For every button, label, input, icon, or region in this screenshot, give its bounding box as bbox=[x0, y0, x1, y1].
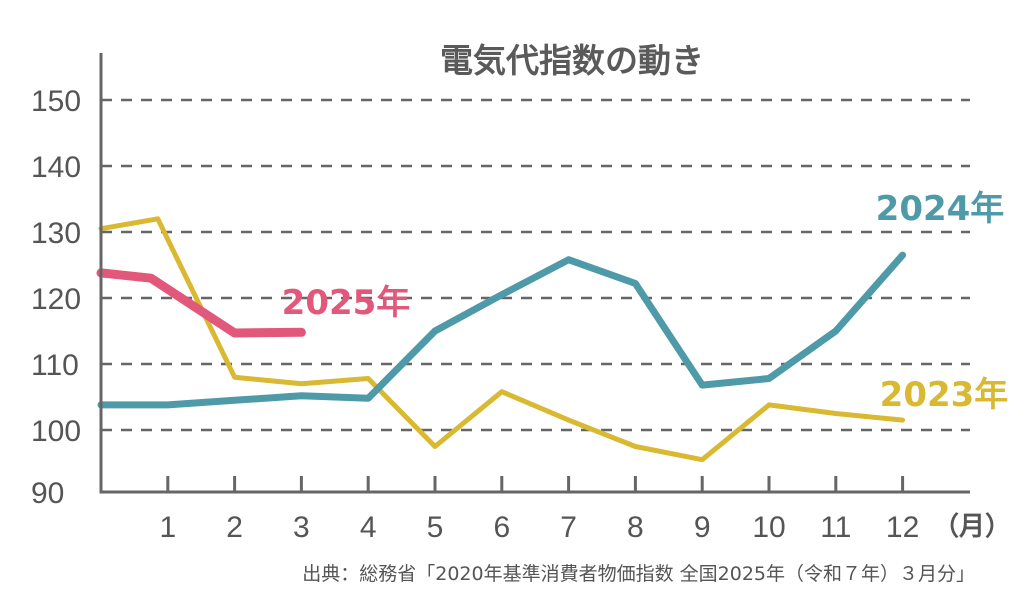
x-tick-label: 8 bbox=[627, 511, 644, 544]
y-tick-label: 120 bbox=[31, 283, 81, 316]
series-label-2023年: 2023年 bbox=[880, 375, 1009, 415]
x-tick-label: 10 bbox=[752, 511, 785, 544]
x-tick-label: 4 bbox=[360, 511, 377, 544]
y-tick-labels: 90 100 110 120 130 140 150 bbox=[31, 85, 81, 510]
series-line-2024年 bbox=[97, 251, 907, 409]
chart-title: 電気代指数の動き bbox=[440, 41, 704, 80]
y-tick-label: 100 bbox=[31, 415, 81, 448]
axes bbox=[99, 53, 970, 494]
series-label-2025年: 2025年 bbox=[282, 283, 411, 323]
series-layer bbox=[96, 216, 907, 463]
y-tick-label: 140 bbox=[31, 151, 81, 184]
grid-layer bbox=[101, 98, 970, 432]
x-tick-labels: 1 2 3 4 5 6 7 8 9 10 11 12 bbox=[159, 476, 919, 544]
x-tick-label: 5 bbox=[427, 511, 444, 544]
source-note: 出典：総務省「2020年基準消費者物価指数 全国2025年（令和７年）３月分」 bbox=[302, 563, 975, 585]
x-tick-label: 1 bbox=[159, 511, 176, 544]
series-labels: 2023年 2024年 2025年 bbox=[282, 189, 1009, 415]
x-axis-unit: （月） bbox=[933, 512, 1011, 542]
x-tick-label: 3 bbox=[293, 511, 310, 544]
x-tick-label: 6 bbox=[493, 511, 510, 544]
y-tick-label: 90 bbox=[31, 477, 64, 510]
x-tick-label: 9 bbox=[694, 511, 711, 544]
series-line-2025年 bbox=[96, 268, 306, 338]
y-tick-label: 110 bbox=[31, 349, 79, 382]
series-line-2023年 bbox=[98, 216, 906, 463]
x-tick-label: 7 bbox=[560, 511, 577, 544]
series-label-2024年: 2024年 bbox=[876, 189, 1005, 229]
x-tick-label: 2 bbox=[226, 511, 243, 544]
y-tick-label: 130 bbox=[31, 217, 81, 250]
x-tick-label: 12 bbox=[886, 511, 919, 544]
y-tick-label: 150 bbox=[31, 85, 81, 118]
axis-layer bbox=[99, 53, 970, 494]
x-tick-label: 11 bbox=[820, 511, 851, 544]
